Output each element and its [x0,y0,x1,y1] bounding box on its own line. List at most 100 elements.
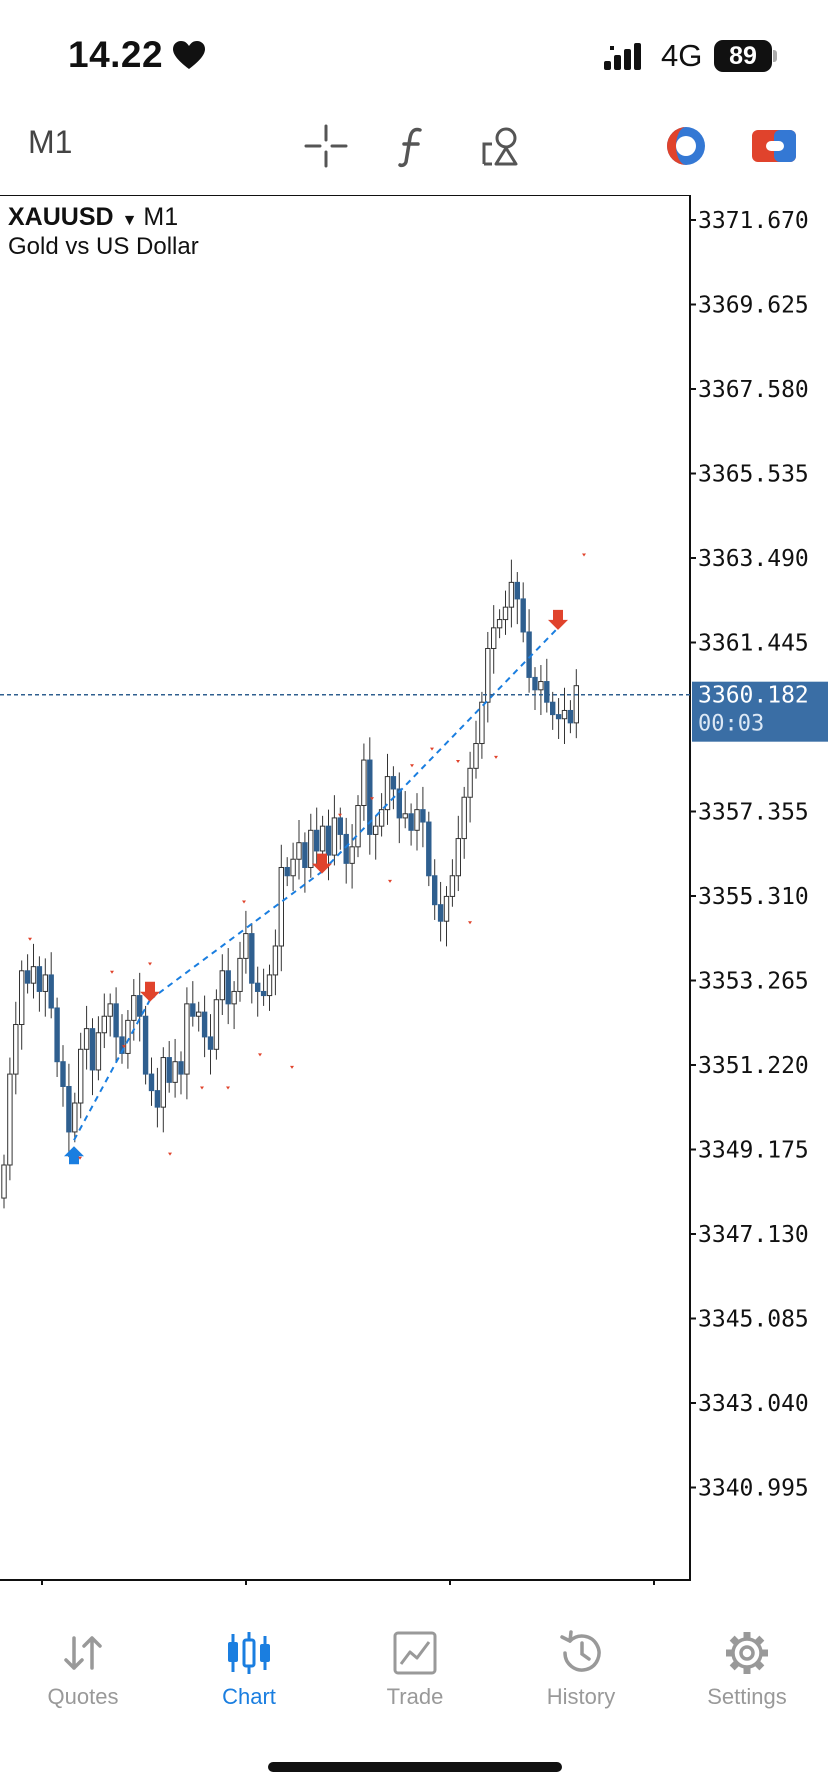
fractal-marker [456,760,460,763]
chart-frame [0,195,690,1580]
candlestick [468,752,472,823]
candlestick [521,582,525,642]
buy-arrow-icon [64,1146,84,1164]
candlestick [155,1068,159,1128]
fractal-marker [410,764,414,767]
candlestick [14,1002,18,1095]
candlestick [79,1033,83,1119]
tab-label: Trade [332,1684,498,1710]
candlestick [232,981,236,1029]
candlestick [20,960,24,1049]
sell-arrow-icon [140,982,160,1002]
price-label: 3357.355 [698,800,809,826]
candlestick [385,754,389,825]
candlestick [67,1064,71,1157]
candlestick [250,923,254,1003]
home-indicator [268,1762,562,1772]
tab-trade[interactable]: Trade [332,1610,498,1720]
candlestick [191,981,195,1026]
bottom-tab-bar: Quotes Chart Trade History Settings [0,1610,828,1760]
battery-level: 89 [714,40,772,72]
fractal-marker [494,756,498,759]
candlestick [332,795,336,865]
price-chart[interactable]: 3371.670 3369.625 3367.580 3365.535 3363.490… [0,195,828,1585]
tab-settings[interactable]: Settings [664,1610,828,1720]
candlestick [226,948,230,1024]
candlestick [397,772,401,843]
candlestick [568,700,572,733]
tab-label: Settings [664,1684,828,1710]
history-icon [556,1628,606,1678]
candlestick [480,692,484,759]
candlestick [279,845,283,971]
candlestick [273,929,277,995]
candlestick [326,810,330,881]
candlestick [556,698,560,739]
candlestick [261,969,265,1006]
tab-chart[interactable]: Chart [166,1610,332,1720]
candlestick [173,1039,177,1098]
candlestick [362,744,366,821]
candlestick [562,688,566,744]
candlestick [509,560,513,628]
candlestick [25,954,29,993]
candlestick [415,793,419,850]
price-label: 3355.310 [698,884,809,910]
tab-label: Quotes [0,1684,166,1710]
candlestick [138,973,142,1042]
candlestick [486,632,490,722]
one-click-trading-icon[interactable] [662,122,710,170]
price-label: 3363.490 [698,546,809,572]
candlestick [433,859,437,920]
candlestick [256,967,260,1017]
candlestick [120,1014,124,1064]
candlestick [450,859,454,907]
candlestick [497,609,501,638]
timeframe-button[interactable]: M1 [28,124,72,161]
candlestick [285,857,289,886]
price-label: 3351.220 [698,1053,809,1079]
price-label: 3340.995 [698,1476,809,1502]
fractal-marker [338,814,342,817]
candlestick [444,886,448,946]
gear-icon [722,1628,772,1678]
candlestick [409,803,413,845]
candlestick [427,812,431,886]
price-label: 3367.580 [698,377,809,403]
candlestick [61,1045,65,1107]
status-time: 14.22 [68,34,163,76]
symbol-header[interactable]: XAUUSD ▼ M1 [8,203,178,232]
candlestick [37,956,41,1011]
candlestick [114,987,118,1062]
trade-icon [390,1628,440,1678]
tab-label: Chart [166,1684,332,1710]
quotes-icon [58,1628,108,1678]
price-label: 3343.040 [698,1391,809,1417]
candlestick [403,791,407,828]
price-label: 3347.130 [698,1222,809,1248]
candlestick [551,692,555,730]
symbol-description: Gold vs US Dollar [8,233,199,261]
indicators-icon[interactable] [390,122,438,170]
fractal-marker [430,748,434,751]
crosshair-icon[interactable] [302,122,350,170]
candlestick [545,659,549,713]
candlestick [220,954,224,1015]
trade-connector [150,872,322,1000]
candlestick [102,994,106,1049]
candlestick [149,1058,153,1106]
tab-quotes[interactable]: Quotes [0,1610,166,1720]
tab-history[interactable]: History [498,1610,664,1720]
price-label: 3369.625 [698,293,809,319]
objects-icon[interactable] [478,122,526,170]
candlestick [179,1051,183,1094]
status-bar: 14.22 4G 89 [0,0,828,110]
price-label: 3345.085 [698,1307,809,1333]
candlestick [303,832,307,892]
account-switch-icon[interactable] [750,122,798,170]
candlestick [197,1002,201,1032]
chart-canvas[interactable]: 3371.670 3369.625 3367.580 3365.535 3363.490… [0,195,828,1585]
candlestick [368,737,372,854]
candlestick [96,1016,100,1080]
candlestick [214,989,218,1059]
